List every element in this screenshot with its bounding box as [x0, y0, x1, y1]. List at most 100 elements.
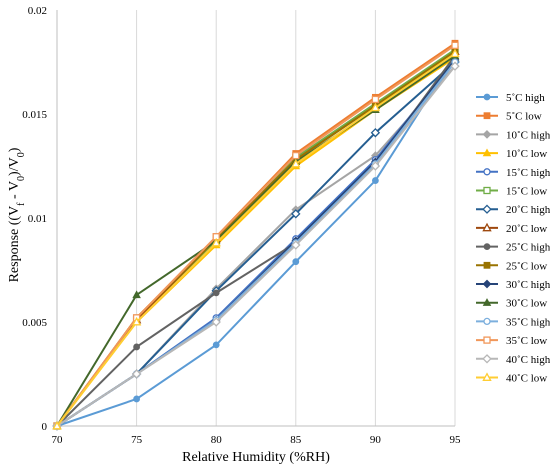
legend-label: 30˚C low [506, 298, 547, 310]
legend-item: 10˚C low [476, 148, 547, 160]
data-point [131, 369, 142, 379]
legend-marker [483, 317, 491, 326]
series-line [56, 55, 456, 427]
legend-item: 10˚C high [476, 129, 550, 141]
legend-marker [483, 93, 491, 101]
legend-label: 15˚C low [506, 186, 547, 198]
legend-item: 35˚C low [476, 335, 547, 347]
series-line [56, 57, 456, 427]
legend-item: 40˚C high [476, 354, 550, 366]
legend-label: 5˚C low [506, 111, 542, 123]
series-5 [53, 45, 459, 430]
data-point [450, 48, 460, 58]
series-9 [53, 48, 459, 430]
legend-item: 15˚C high [476, 167, 550, 179]
legend-label: 25˚C low [506, 260, 547, 272]
legend-marker [482, 222, 492, 232]
data-point [133, 395, 141, 403]
legend-item: 5˚C high [476, 92, 545, 104]
y-tick-label: 0 [42, 421, 48, 433]
legend-marker [482, 148, 492, 157]
legend-marker [482, 298, 492, 306]
legend-marker [483, 336, 491, 344]
series-1 [53, 39, 459, 430]
legend-label: 10˚C low [506, 148, 547, 160]
series-8 [53, 52, 459, 430]
legend-marker [483, 112, 491, 120]
data-point [133, 343, 141, 351]
legend-marker [483, 168, 491, 176]
y-tick-label: 0.02 [28, 5, 47, 17]
data-point [291, 158, 301, 168]
legend-marker [483, 186, 491, 195]
x-tick-label: 75 [131, 434, 143, 446]
data-point [211, 317, 221, 327]
series-7 [52, 46, 460, 430]
legend-label: 40˚C low [506, 373, 547, 385]
legend-item: 25˚C low [476, 260, 547, 272]
y-axis-title-part: Response ((V [7, 206, 22, 283]
legend-item: 35˚C high [476, 316, 550, 328]
y-axis-title-subscript: 0 [16, 152, 27, 157]
legend-item: 15˚C low [476, 186, 547, 198]
y-axis-title-subscript: 0 [16, 176, 27, 181]
series-14 [52, 61, 460, 431]
data-point [451, 41, 459, 50]
data-point [292, 151, 300, 160]
series-line [56, 65, 456, 427]
data-point [52, 420, 62, 430]
series-line [56, 42, 456, 427]
grid-lines [56, 10, 456, 426]
series-13 [53, 41, 459, 430]
legend-label: 35˚C high [506, 316, 550, 328]
data-point [370, 128, 381, 138]
series-0 [53, 52, 459, 430]
x-tick-label: 70 [52, 434, 64, 446]
legend-item: 20˚C low [476, 222, 547, 235]
legend-item: 40˚C low [476, 372, 547, 385]
legend-marker [482, 279, 492, 289]
legend-item: 30˚C high [476, 279, 550, 291]
series-line [56, 50, 456, 427]
legend-label: 10˚C high [506, 129, 550, 141]
series-2 [52, 61, 460, 431]
y-axis-title-part: )/V [7, 157, 22, 176]
y-axis-title-part: ) [7, 147, 22, 152]
legend-marker [482, 372, 492, 381]
legend-label: 35˚C low [506, 335, 547, 347]
x-tick-label: 90 [370, 434, 382, 446]
x-tick-label: 95 [450, 434, 462, 446]
y-tick-label: 0.005 [22, 317, 47, 329]
y-axis-title: Response ((Vf - V0)/V0) [7, 147, 27, 282]
data-point [291, 209, 301, 219]
series-line [56, 52, 456, 427]
axes [56, 10, 455, 427]
legend: 5˚C high 5˚C low 10˚C high 10˚C low 15˚C hig… [476, 92, 550, 385]
series-line [56, 50, 456, 427]
x-axis-title: Relative Humidity (%RH) [182, 450, 330, 465]
series-line [56, 44, 456, 427]
y-tick-label: 0.01 [28, 213, 47, 225]
legend-label: 40˚C high [506, 354, 550, 366]
legend-label: 25˚C high [506, 242, 550, 254]
series-line [56, 48, 456, 427]
data-point [371, 177, 379, 184]
legend-item: 30˚C low [476, 298, 547, 310]
data-point [212, 289, 220, 297]
legend-marker [482, 130, 492, 139]
legend-marker [482, 354, 492, 364]
data-point [131, 316, 142, 326]
series-line [56, 61, 456, 427]
data-point [211, 237, 221, 247]
data-point [371, 95, 380, 104]
plot-series [52, 39, 460, 431]
data-point [291, 240, 301, 250]
data-point [450, 61, 460, 71]
series-line [56, 65, 456, 427]
series-6 [52, 57, 460, 431]
legend-label: 30˚C high [506, 279, 550, 291]
legend-item: 25˚C high [476, 242, 550, 254]
y-tick-label: 0.015 [22, 109, 47, 121]
tick-labels: 70 75 80 85 90 95 0 0.005 0.01 0.015 0.02 [22, 5, 461, 446]
